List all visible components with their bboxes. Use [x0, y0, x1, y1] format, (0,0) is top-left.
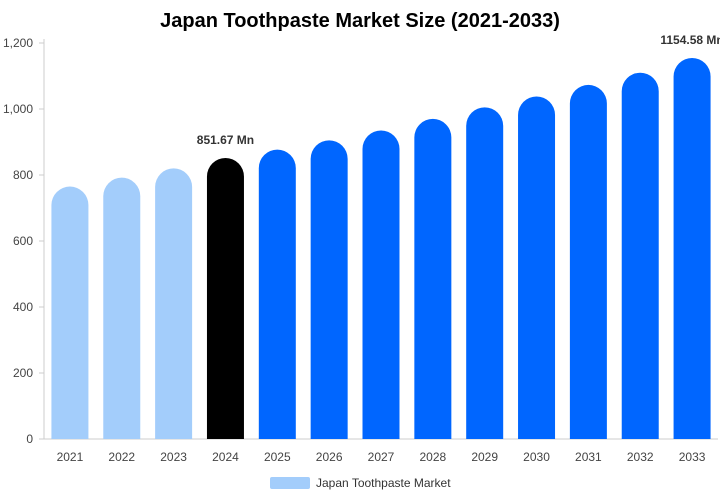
x-tick-label: 2022	[108, 450, 135, 464]
bar-2022[interactable]	[103, 177, 141, 439]
bar-2027[interactable]	[362, 130, 400, 439]
x-tick-label: 2024	[212, 450, 239, 464]
y-tick-label: 200	[13, 366, 33, 380]
x-tick-label: 2029	[471, 450, 498, 464]
y-tick-label: 0	[26, 432, 33, 446]
bar-2031[interactable]	[569, 84, 607, 440]
bar-2028[interactable]	[414, 118, 452, 439]
x-tick-label: 2028	[419, 450, 446, 464]
bar-2025[interactable]	[258, 149, 296, 439]
x-tick-label: 2031	[575, 450, 602, 464]
y-tick-label: 600	[13, 234, 33, 248]
bar-2026[interactable]	[310, 140, 348, 439]
x-tick-label: 2023	[160, 450, 187, 464]
y-axis: 0 200 400 600 800 1,000 1,200	[3, 36, 45, 446]
bar-2021[interactable]	[51, 186, 89, 439]
bar-2023[interactable]	[155, 168, 193, 439]
y-tick-label: 1,200	[3, 36, 33, 50]
y-tick-label: 1,000	[3, 102, 33, 116]
bar-2024[interactable]	[206, 157, 244, 439]
bars-group	[51, 57, 711, 440]
x-tick-label: 2032	[627, 450, 654, 464]
x-tick-label: 2025	[264, 450, 291, 464]
x-tick-label: 2026	[316, 450, 343, 464]
bar-2032[interactable]	[621, 72, 659, 439]
x-tick-label: 2027	[368, 450, 395, 464]
bar-2029[interactable]	[466, 107, 504, 439]
x-tick-label: 2030	[523, 450, 550, 464]
bar-2030[interactable]	[518, 96, 556, 440]
x-tick-label: 2033	[679, 450, 706, 464]
data-labels-group: 851.67 Mn 1154.58 Mn	[197, 33, 720, 147]
data-label-2033: 1154.58 Mn	[660, 33, 720, 47]
data-label-2024: 851.67 Mn	[197, 133, 254, 147]
x-axis: 2021 2022 2023 2024 2025 2026 2027 2028 2029 2030…	[44, 438, 718, 464]
legend-swatch	[270, 477, 310, 489]
y-tick-label: 400	[13, 300, 33, 314]
x-tick-label: 2021	[57, 450, 84, 464]
chart-title: Japan Toothpaste Market Size (2021-2033)	[160, 10, 560, 32]
bar-2033[interactable]	[673, 57, 711, 440]
legend-label: Japan Toothpaste Market	[316, 476, 451, 490]
legend[interactable]: Japan Toothpaste Market	[270, 476, 451, 490]
y-tick-label: 800	[13, 168, 33, 182]
